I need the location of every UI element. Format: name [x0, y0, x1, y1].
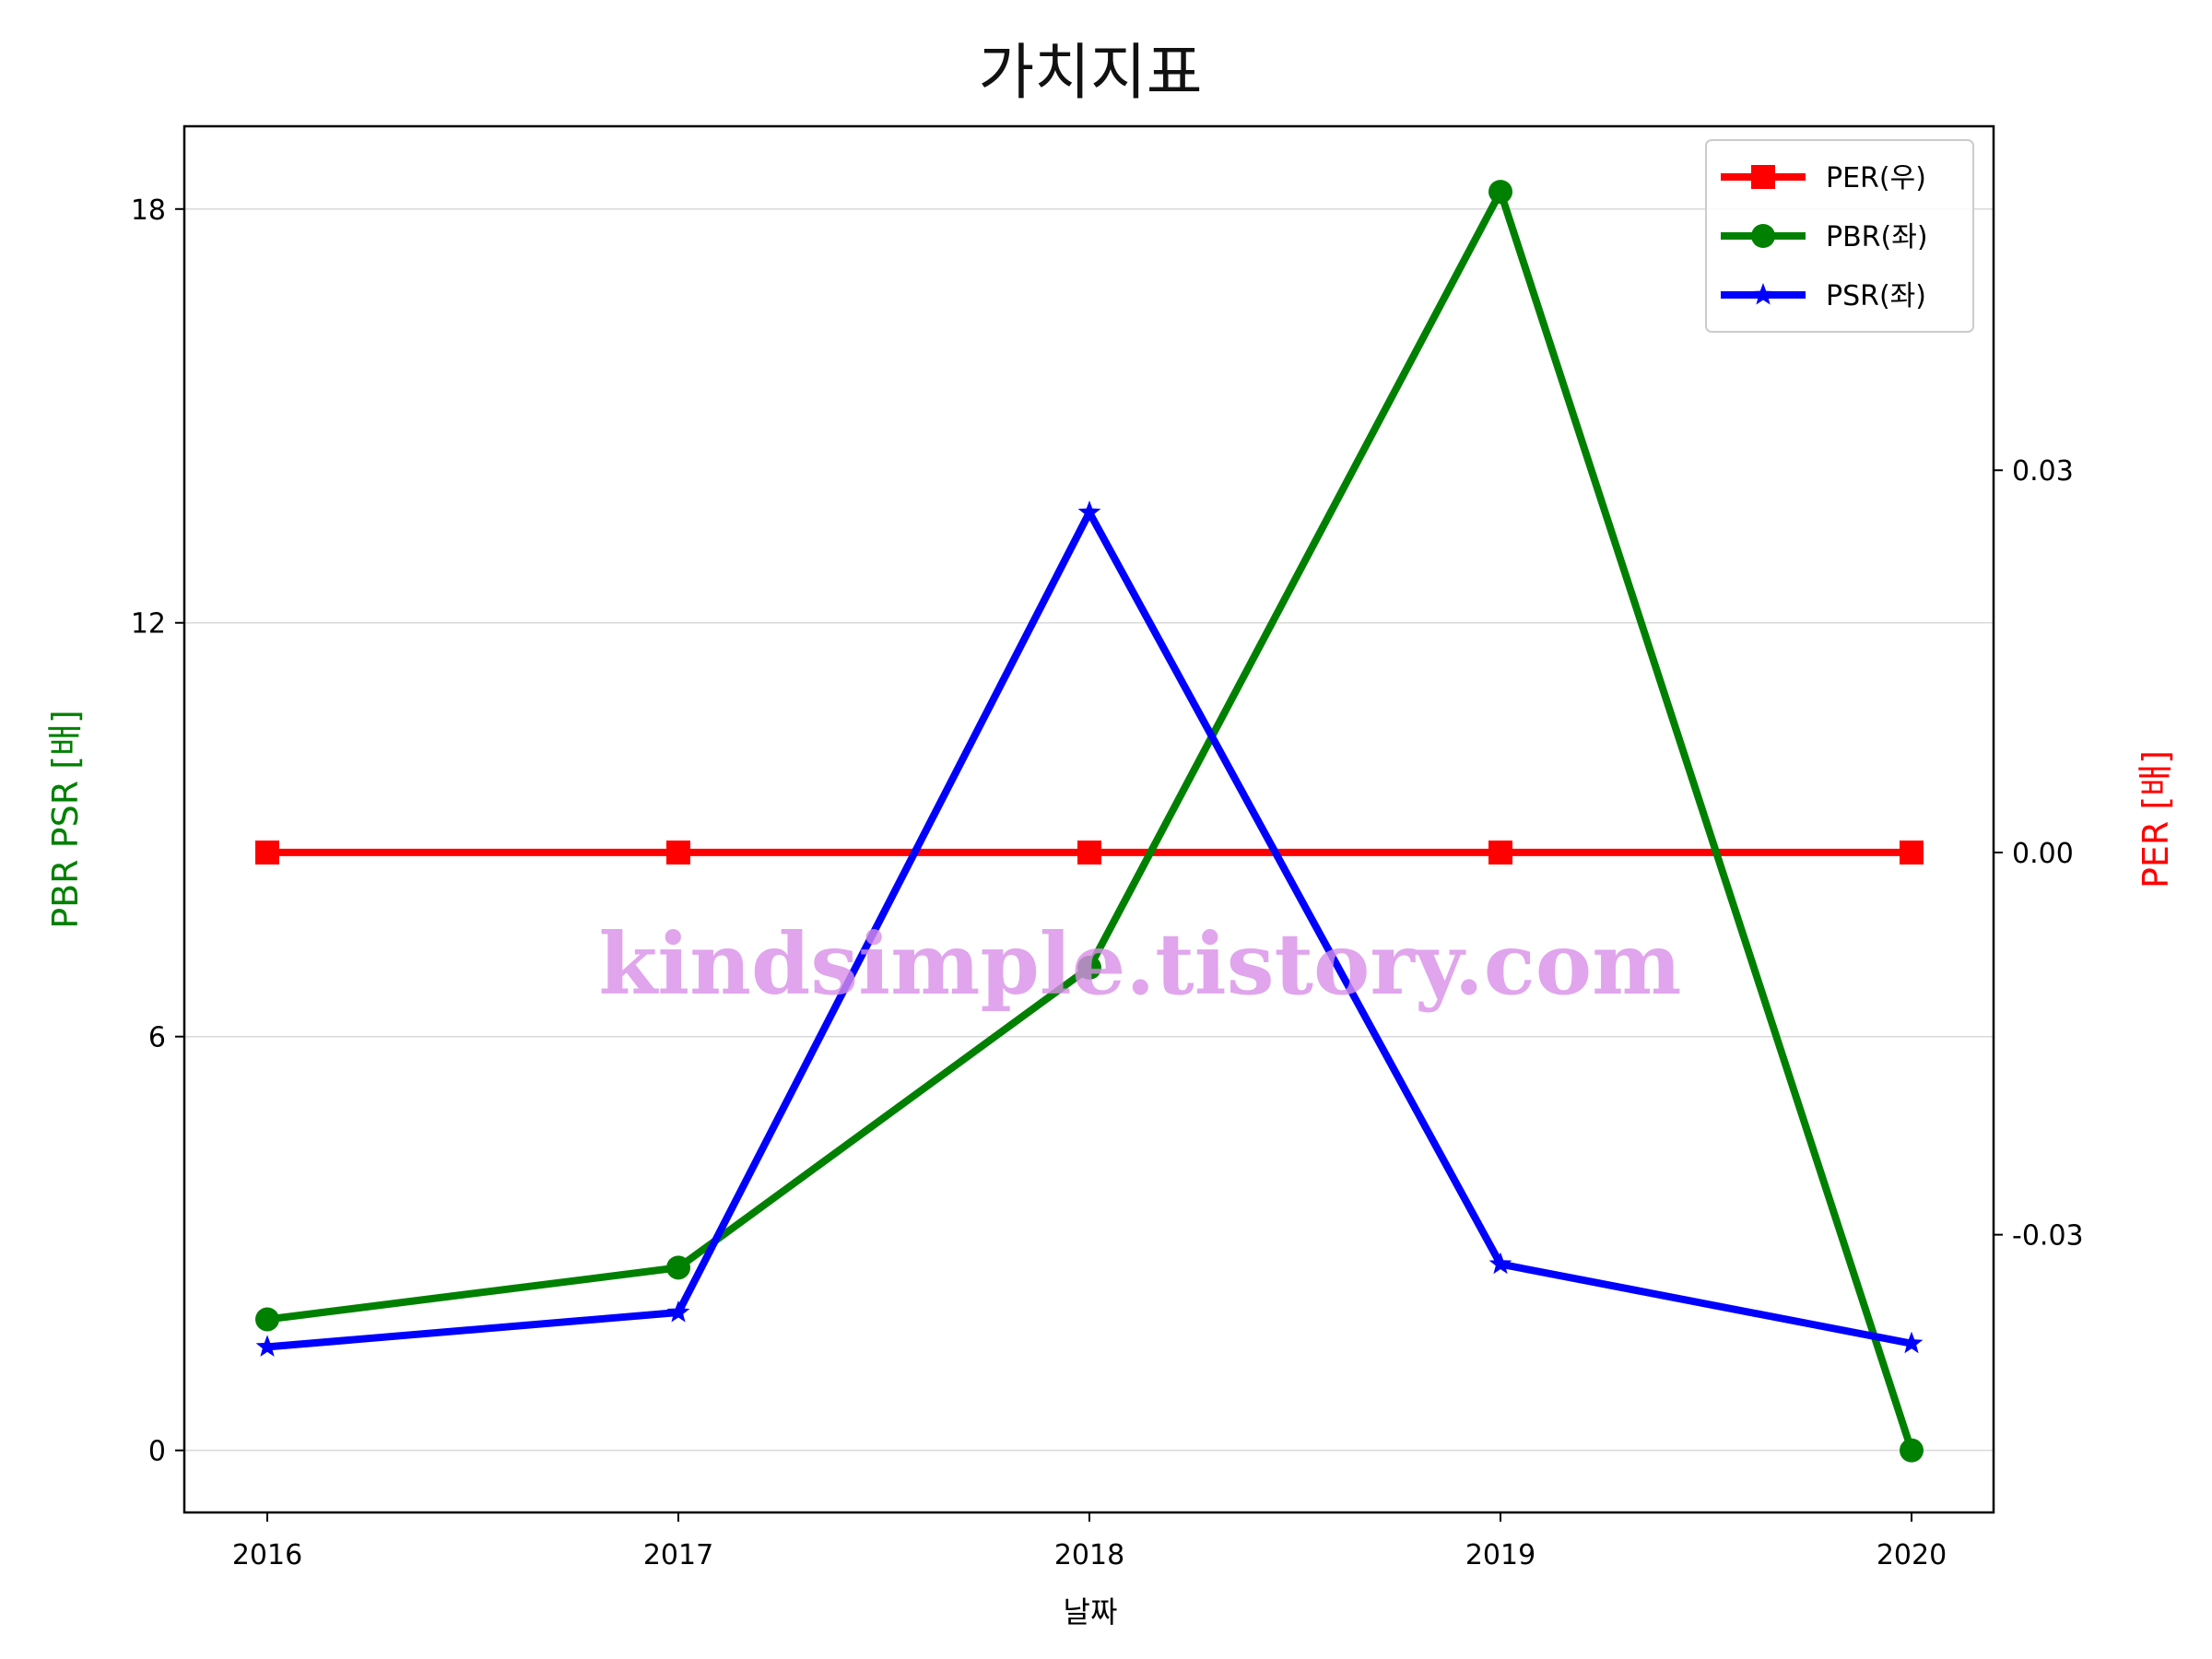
left-tick-label: 0 — [148, 1436, 166, 1468]
legend-marker — [1751, 165, 1775, 189]
data-point — [255, 1335, 279, 1357]
x-axis-label: 날짜 — [1064, 1594, 1118, 1630]
legend: PER(우) PBR(좌) PSR(좌) — [1705, 139, 1974, 333]
data-point — [1077, 955, 1101, 980]
data-point — [1900, 1331, 1924, 1354]
grid — [184, 208, 1994, 1452]
right-tick-label: -0.03 — [2012, 1220, 2084, 1253]
data-point — [255, 840, 279, 865]
data-point — [1488, 1252, 1512, 1275]
ticks: 0 6 12 18 -0.03 0.00 0.03 2016 2017 2018 2019 2020 — [131, 194, 2084, 1571]
series-PSR(좌) — [255, 500, 1924, 1357]
right-tick-label: 0.03 — [2012, 455, 2074, 488]
series-layer — [255, 180, 1924, 1463]
data-point — [666, 1300, 690, 1323]
left-tick-label: 18 — [131, 194, 166, 227]
legend-marker — [1751, 224, 1775, 248]
series-line — [266, 188, 1915, 1452]
data-point — [1077, 840, 1101, 865]
legend-marker — [1751, 283, 1775, 305]
x-tick-label: 2019 — [1465, 1539, 1535, 1571]
right-tick-label: 0.00 — [2012, 838, 2074, 870]
legend-label: PBR(좌) — [1826, 221, 1928, 253]
data-point — [1488, 840, 1512, 865]
data-point — [666, 840, 690, 865]
right-y-axis-label: PER [배] — [2136, 750, 2176, 888]
data-point — [255, 1307, 279, 1332]
series-PER(우) — [255, 840, 1924, 865]
data-point — [1077, 500, 1101, 523]
data-point — [1488, 180, 1512, 205]
left-y-axis-label: PBR PSR [배] — [45, 710, 86, 929]
x-tick-label: 2020 — [1877, 1539, 1947, 1571]
x-tick-label: 2016 — [232, 1539, 302, 1571]
series-PBR(좌) — [255, 180, 1924, 1463]
legend-label: PSR(좌) — [1826, 280, 1926, 312]
watermark: kindsimple.tistory.com — [598, 914, 1681, 1014]
chart-title: 가치지표 — [979, 37, 1203, 108]
left-tick-label: 6 — [148, 1022, 166, 1054]
x-tick-label: 2017 — [643, 1539, 713, 1571]
left-tick-label: 12 — [131, 608, 166, 641]
data-point — [666, 1255, 690, 1280]
data-point — [1900, 1438, 1924, 1463]
legend-label: PER(우) — [1826, 162, 1926, 194]
x-tick-label: 2018 — [1054, 1539, 1124, 1571]
data-point — [1900, 840, 1924, 865]
